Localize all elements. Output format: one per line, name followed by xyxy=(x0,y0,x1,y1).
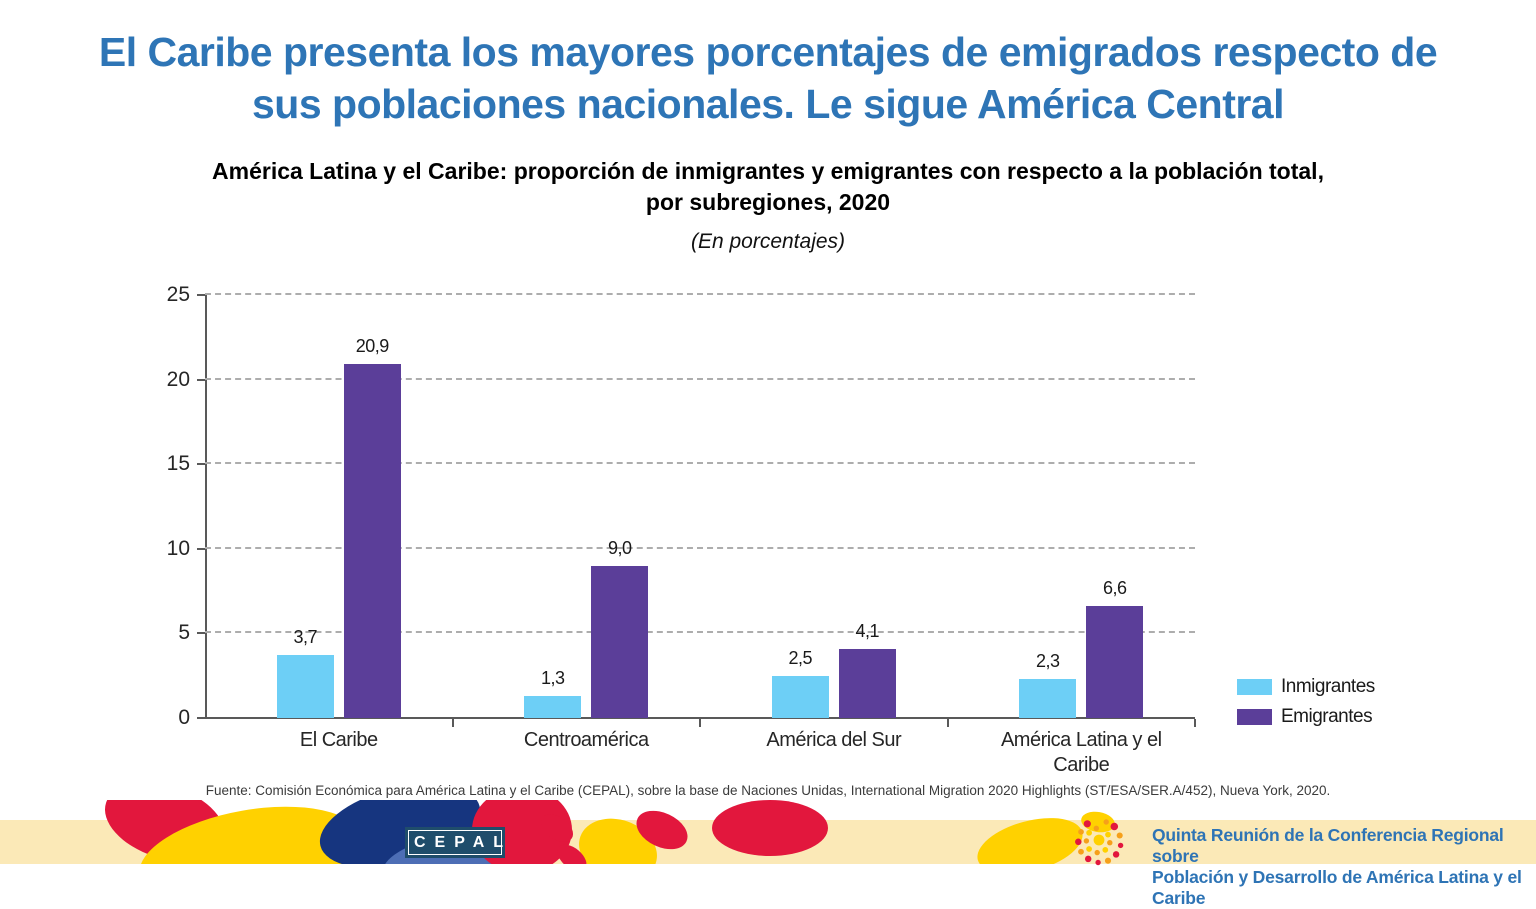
gridline xyxy=(205,631,1195,634)
y-tick-label: 5 xyxy=(178,621,190,645)
chart-legend: Inmigrantes Emigrantes xyxy=(1237,676,1375,736)
legend-item: Inmigrantes xyxy=(1237,676,1375,698)
cepal-logo: CEPAL xyxy=(405,827,505,858)
bar-value-label: 9,0 xyxy=(607,537,632,558)
y-tick-label: 10 xyxy=(166,536,190,560)
y-tick-mark xyxy=(197,632,205,635)
bar-value-label: 3,7 xyxy=(293,627,318,648)
chart-units-note: (En porcentajes) xyxy=(690,230,846,253)
x-tick-mark xyxy=(946,719,949,727)
gridline xyxy=(205,462,1195,465)
y-tick-label: 20 xyxy=(166,367,190,391)
conference-title: Quinta Reunión de la Conferencia Regiona… xyxy=(1152,825,1522,908)
y-tick-mark xyxy=(197,294,205,296)
y-tick-label: 15 xyxy=(166,452,190,476)
bar-value-label: 1,3 xyxy=(540,668,565,689)
bar-value-label: 2,3 xyxy=(1035,651,1060,672)
x-category-label: América Latina y el Caribe xyxy=(1000,729,1162,776)
x-category-label: Centroamérica xyxy=(523,729,649,751)
y-axis-line xyxy=(205,295,207,718)
x-tick-mark xyxy=(451,719,454,727)
x-axis-line xyxy=(205,717,1195,719)
bar-inmigrantes-2 xyxy=(771,675,829,718)
bar-inmigrantes-3 xyxy=(1019,679,1077,718)
gridline xyxy=(205,293,1195,295)
bar-inmigrantes-0 xyxy=(276,655,334,718)
x-category-label: El Caribe xyxy=(299,729,378,751)
bar-value-label: 4,1 xyxy=(855,620,880,641)
source-note: Fuente: Comisión Económica para América … xyxy=(205,783,1331,798)
legend-item: Emigrantes xyxy=(1237,706,1375,728)
slide-title: El Caribe presenta los mayores porcentaj… xyxy=(98,29,1438,127)
legend-swatch xyxy=(1237,679,1272,695)
x-tick-mark xyxy=(699,719,701,727)
bar-emigrantes-0 xyxy=(343,364,401,718)
bar-emigrantes-1 xyxy=(591,565,649,718)
y-tick-label: 0 xyxy=(178,706,190,729)
conference-logo-icon xyxy=(1075,817,1124,866)
x-tick-mark xyxy=(1194,719,1196,727)
legend-swatch xyxy=(1237,709,1272,725)
y-tick-mark xyxy=(197,547,205,550)
gridline xyxy=(205,546,1195,549)
slide: El Caribe presenta los mayores porcentaj… xyxy=(0,29,1536,908)
legend-label: Inmigrantes xyxy=(1281,676,1375,697)
bar-chart-plot-area: 0 5 10 15 20 25 3,7 1,3 2,5 2,3 20,9 9,0 4,1 6,6 El Ca… xyxy=(167,283,1196,776)
legend-label: Emigrantes xyxy=(1281,706,1373,727)
x-category-label: América del Sur xyxy=(766,729,902,751)
gridline xyxy=(205,377,1195,380)
bar-value-label: 2,5 xyxy=(788,647,813,668)
bar-emigrantes-2 xyxy=(838,648,896,718)
y-tick-mark xyxy=(197,717,205,719)
bar-emigrantes-3 xyxy=(1086,606,1144,718)
y-tick-label: 25 xyxy=(166,283,190,306)
y-tick-mark xyxy=(197,463,205,466)
bar-value-label: 20,9 xyxy=(355,336,390,357)
y-tick-mark xyxy=(197,378,205,381)
chart-title: América Latina y el Caribe: proporción d… xyxy=(212,158,1324,215)
bar-value-label: 6,6 xyxy=(1102,578,1127,599)
bar-inmigrantes-1 xyxy=(524,696,582,718)
